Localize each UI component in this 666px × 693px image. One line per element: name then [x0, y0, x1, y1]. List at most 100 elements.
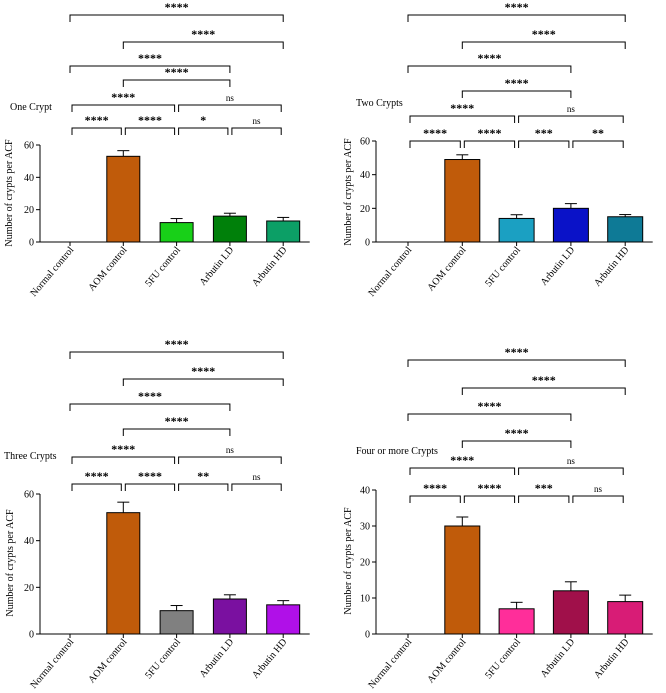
significance-label: ****: [423, 126, 447, 140]
significance-bracket: [122, 41, 284, 49]
significance-label: ****: [477, 51, 501, 65]
bar: [106, 155, 141, 243]
significance-label: ****: [450, 101, 474, 115]
significance-bracket: [407, 14, 626, 22]
significance-bracket: [461, 387, 626, 395]
x-tick-label: AOM control: [86, 637, 129, 686]
x-tick-label: Arbutin LD: [198, 245, 237, 288]
significance-label: ****: [111, 442, 135, 456]
x-tick-label: Arbutin LD: [198, 637, 237, 680]
significance-bracket: [122, 428, 231, 436]
x-tick-label: AOM control: [86, 245, 129, 294]
significance-bracket: [122, 79, 231, 87]
significance-bracket: [572, 495, 624, 503]
significance-bracket: [572, 140, 624, 148]
y-tick-label: 60: [360, 137, 370, 148]
y-axis-label: Number of crypts per ACF: [4, 139, 15, 247]
significance-label: ns: [253, 116, 262, 126]
significance-label: ****: [165, 414, 189, 428]
bar: [444, 159, 481, 243]
x-tick-label: 5FU control: [483, 637, 523, 681]
significance-bracket: [71, 127, 122, 135]
y-tick-label: 0: [29, 630, 34, 641]
significance-label: ****: [477, 399, 501, 413]
x-tick-label: AOM control: [425, 245, 468, 294]
chart-panel: One Crypt Number of crypts per ACF 0 20 40 60…: [4, 0, 310, 299]
significance-bracket: [71, 456, 176, 464]
significance-bracket: [461, 440, 572, 448]
significance-bracket: [461, 41, 626, 49]
significance-bracket: [178, 483, 229, 491]
significance-bracket: [178, 456, 282, 464]
significance-bracket: [518, 495, 570, 503]
y-tick-label: 60: [24, 490, 34, 501]
significance-bracket: [463, 495, 516, 503]
significance-bracket: [409, 115, 516, 123]
significance-bracket: [178, 104, 282, 112]
significance-label: **: [197, 469, 209, 483]
bar: [552, 590, 589, 635]
y-tick-label: 0: [365, 238, 370, 249]
significance-bracket: [518, 115, 624, 123]
significance-label: ns: [594, 484, 603, 494]
significance-bracket: [518, 467, 624, 475]
chart-title: Two Crypts: [356, 98, 403, 109]
y-axis-label: Number of crypts per ACF: [343, 507, 354, 615]
significance-label: ns: [226, 445, 235, 455]
bar: [106, 512, 141, 635]
significance-label: ****: [85, 469, 109, 483]
bar: [498, 608, 535, 635]
x-tick-label: Arbutin HD: [250, 637, 289, 681]
significance-label: ns: [226, 93, 235, 103]
x-tick-label: AOM control: [425, 637, 468, 686]
significance-bracket: [407, 413, 572, 421]
significance-label: ****: [505, 426, 529, 440]
x-tick-label: Arbutin LD: [539, 245, 578, 288]
significance-label: ****: [191, 27, 215, 41]
significance-label: ****: [450, 453, 474, 467]
significance-bracket: [124, 483, 176, 491]
y-tick-label: 0: [365, 630, 370, 641]
significance-label: *: [200, 113, 206, 127]
significance-bracket: [178, 127, 229, 135]
significance-label: ns: [253, 472, 262, 482]
significance-bracket: [407, 65, 572, 73]
significance-label: ****: [165, 0, 189, 14]
significance-bracket: [409, 467, 516, 475]
x-tick-label: Normal control: [28, 245, 76, 299]
chart-panel: Four or more Crypts Number of crypts per …: [343, 345, 653, 691]
x-tick-label: 5FU control: [483, 245, 523, 289]
y-tick-label: 40: [360, 486, 370, 497]
significance-label: ***: [535, 481, 553, 495]
significance-bracket: [69, 403, 231, 411]
significance-label: ****: [505, 0, 529, 14]
y-tick-label: 40: [360, 170, 370, 181]
chart-panel: Two Crypts Number of crypts per ACF 0 20 40 6…: [343, 0, 653, 299]
significance-bracket: [124, 127, 176, 135]
significance-label: ****: [165, 337, 189, 351]
significance-bracket: [71, 104, 176, 112]
y-tick-label: 40: [24, 536, 34, 547]
significance-label: ****: [423, 481, 447, 495]
significance-label: ****: [138, 51, 162, 65]
y-tick-label: 20: [360, 204, 370, 215]
significance-label: ***: [535, 126, 553, 140]
bar: [159, 610, 194, 635]
significance-label: ****: [191, 364, 215, 378]
significance-bracket: [69, 351, 284, 359]
x-tick-label: 5FU control: [143, 245, 183, 289]
y-tick-label: 0: [29, 238, 34, 249]
chart-title: Four or more Crypts: [356, 446, 438, 457]
significance-label: ****: [165, 65, 189, 79]
bar: [266, 604, 301, 635]
significance-bracket: [409, 140, 461, 148]
significance-bracket: [71, 483, 122, 491]
bar: [552, 207, 589, 243]
bar: [212, 215, 247, 243]
y-tick-label: 30: [360, 522, 370, 533]
bar: [212, 598, 247, 635]
bar: [607, 216, 644, 243]
x-tick-label: Normal control: [366, 245, 414, 299]
significance-bracket: [122, 378, 284, 386]
